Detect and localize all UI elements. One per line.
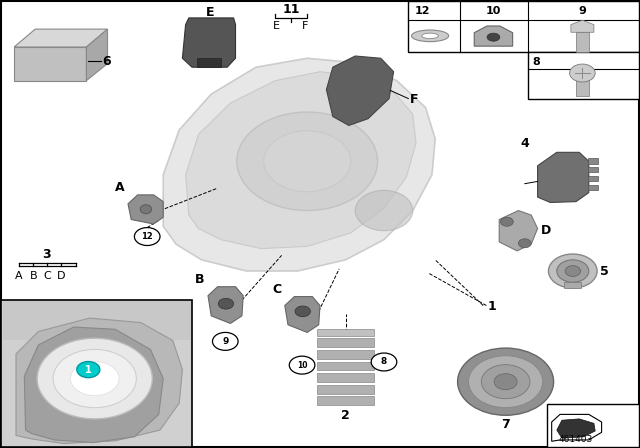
Circle shape: [53, 349, 136, 408]
Circle shape: [355, 190, 413, 231]
Circle shape: [134, 228, 160, 246]
Bar: [317, 350, 374, 359]
Polygon shape: [186, 72, 416, 249]
Bar: [317, 362, 374, 370]
Text: 1: 1: [488, 300, 497, 314]
Polygon shape: [538, 152, 589, 202]
Text: E: E: [205, 6, 214, 19]
Polygon shape: [208, 287, 243, 323]
Bar: [317, 329, 374, 336]
Text: C: C: [273, 283, 282, 296]
Polygon shape: [197, 58, 221, 67]
Polygon shape: [24, 327, 163, 443]
Polygon shape: [552, 414, 602, 441]
Polygon shape: [128, 195, 163, 224]
Bar: [576, 32, 589, 52]
Bar: [317, 385, 374, 394]
Circle shape: [237, 112, 378, 211]
Text: D: D: [541, 224, 551, 237]
Text: 10: 10: [297, 361, 307, 370]
Text: D: D: [57, 271, 66, 281]
Text: B: B: [29, 271, 37, 281]
Circle shape: [570, 64, 595, 82]
Polygon shape: [499, 211, 538, 251]
Circle shape: [70, 362, 119, 396]
Circle shape: [481, 365, 530, 399]
Text: 6: 6: [102, 55, 111, 68]
Polygon shape: [14, 29, 108, 47]
Bar: [564, 282, 581, 288]
Bar: [317, 338, 374, 347]
Circle shape: [295, 306, 310, 317]
Text: 2: 2: [341, 409, 350, 422]
Bar: [317, 373, 374, 382]
Bar: [588, 176, 598, 181]
Ellipse shape: [140, 205, 152, 214]
Polygon shape: [163, 58, 435, 271]
Text: 461403: 461403: [559, 435, 593, 444]
Circle shape: [548, 254, 597, 288]
Text: F: F: [410, 93, 418, 106]
Circle shape: [264, 131, 351, 192]
Text: 3: 3: [42, 248, 51, 261]
Text: E: E: [273, 21, 280, 31]
Text: 4: 4: [520, 137, 529, 150]
Text: 5: 5: [600, 264, 609, 278]
Text: A: A: [115, 181, 125, 194]
Bar: [317, 396, 374, 405]
Polygon shape: [326, 56, 394, 125]
Text: B: B: [195, 273, 205, 286]
Ellipse shape: [412, 30, 449, 42]
Circle shape: [371, 353, 397, 371]
Bar: [588, 158, 598, 164]
Text: A: A: [15, 271, 23, 281]
Text: 8: 8: [381, 358, 387, 366]
Polygon shape: [557, 419, 595, 438]
Circle shape: [518, 239, 531, 248]
Text: C: C: [44, 271, 51, 281]
Circle shape: [77, 362, 100, 378]
Polygon shape: [571, 20, 594, 32]
Text: 12: 12: [141, 232, 153, 241]
Text: 8: 8: [532, 57, 540, 67]
Text: 9: 9: [579, 6, 586, 16]
Circle shape: [468, 356, 543, 408]
Polygon shape: [285, 297, 320, 332]
Circle shape: [37, 338, 152, 419]
Text: 9: 9: [222, 337, 228, 346]
Text: F: F: [302, 21, 308, 31]
Circle shape: [557, 260, 589, 282]
Bar: [588, 167, 598, 172]
Text: 1: 1: [85, 365, 92, 375]
Circle shape: [565, 266, 580, 276]
Polygon shape: [182, 18, 236, 67]
Text: 12: 12: [415, 6, 430, 16]
Circle shape: [212, 332, 238, 350]
Circle shape: [218, 298, 234, 309]
Circle shape: [458, 348, 554, 415]
Bar: [576, 78, 589, 96]
Bar: [408, 1, 639, 52]
Ellipse shape: [422, 33, 438, 39]
Polygon shape: [3, 301, 191, 340]
Bar: [1, 300, 192, 447]
Text: 11: 11: [282, 3, 300, 17]
Polygon shape: [474, 26, 513, 46]
Ellipse shape: [487, 33, 500, 41]
Circle shape: [289, 356, 315, 374]
Bar: [528, 52, 639, 99]
Bar: [14, 47, 86, 81]
Text: 10: 10: [486, 6, 501, 16]
Polygon shape: [86, 29, 108, 81]
Text: 7: 7: [501, 418, 510, 431]
Polygon shape: [16, 318, 182, 444]
Bar: [588, 185, 598, 190]
Circle shape: [494, 374, 517, 390]
Bar: [547, 404, 639, 447]
Circle shape: [500, 217, 513, 226]
